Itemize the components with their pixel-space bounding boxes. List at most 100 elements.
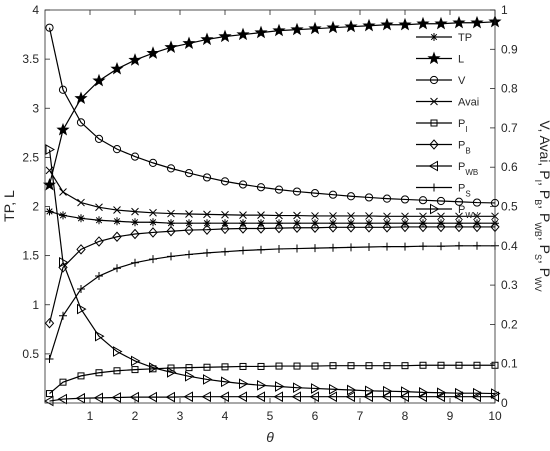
data-point-p-s: [45, 354, 54, 363]
legend-label-name: V: [458, 75, 466, 87]
y-right-tick-label: 1: [501, 3, 508, 17]
x-tick-label: 7: [357, 409, 364, 423]
y-axis-right-title: V, Avai, PI, PB, PWB, PS, PWV: [533, 120, 550, 291]
data-point-p-i: [46, 390, 53, 398]
legend-label-name: P: [458, 161, 465, 173]
data-point-p-s: [455, 241, 463, 250]
legend-label-subscript: WV: [465, 211, 479, 220]
data-point-p-i: [275, 362, 283, 370]
data-point-avai: [455, 212, 463, 221]
data-point-l: [398, 17, 412, 31]
data-point-avai: [437, 212, 445, 221]
data-point-p-s: [167, 252, 175, 261]
data-point-p-wv: [239, 378, 249, 390]
legend-label-subscript: B: [465, 146, 470, 155]
data-point-l: [92, 73, 106, 87]
data-point-tp: [131, 218, 139, 227]
legend-item-p-wv: PWV: [416, 203, 479, 220]
data-point-p-s: [113, 264, 121, 273]
data-point-avai: [419, 212, 427, 221]
data-point-p-i: [113, 367, 121, 375]
x-tick-label: 9: [447, 409, 454, 423]
y-left-tick-label: 2.5: [22, 150, 39, 164]
data-point-p-wv: [401, 386, 411, 397]
data-point-v: [454, 197, 464, 206]
data-point-p-s: [149, 255, 157, 264]
data-point-tp: [77, 214, 85, 223]
data-point-v: [220, 177, 230, 186]
data-point-p-wb: [255, 391, 265, 403]
data-point-p-wb: [471, 391, 481, 403]
y-right-tick-label: 0.7: [501, 121, 518, 135]
data-point-avai: [401, 212, 409, 221]
data-point-p-s: [419, 242, 427, 251]
data-point-v: [436, 196, 446, 206]
series-line-avai: [48, 170, 495, 217]
data-point-tp: [203, 219, 211, 228]
data-point-p-wb: [363, 391, 373, 403]
data-point-p-i: [131, 366, 139, 374]
data-point-avai: [167, 209, 175, 218]
data-point-p-s: [221, 247, 229, 256]
data-point-l: [470, 15, 484, 29]
data-point-avai: [203, 210, 211, 219]
data-point-tp: [113, 217, 121, 226]
data-point-p-wb: [201, 391, 211, 403]
data-point-l: [326, 20, 340, 34]
data-point-p-wb: [273, 391, 283, 403]
data-point-l: [308, 21, 322, 35]
data-point-tp: [455, 219, 463, 228]
data-point-v: [310, 189, 320, 198]
series-v: [45, 23, 500, 208]
axes-layer: 1 2 3 4 5 6 7 8 9 10 0.5 1 1.5 2 2.5 3 3.5 4 0 0.1 0.2 0.3 0.4…: [22, 3, 518, 423]
legend-label-name: P: [458, 140, 465, 152]
data-point-p-wv: [77, 303, 87, 315]
data-point-l: [452, 15, 466, 29]
data-point-p-i: [293, 362, 301, 370]
data-point-p-b: [382, 222, 392, 233]
y-right-tick-label: 0.9: [501, 42, 518, 56]
legend-item-p-i: PI: [416, 118, 468, 134]
legend-label-subscript: I: [465, 125, 467, 134]
data-point-p-wv: [59, 256, 69, 268]
data-point-p-b: [76, 244, 86, 255]
data-point-p-wb: [309, 391, 319, 403]
plot-area: [45, 10, 495, 403]
data-point-l: [236, 27, 250, 41]
data-point-p-b: [274, 222, 284, 234]
data-point-p-wb: [165, 391, 175, 403]
data-point-v: [238, 180, 248, 189]
data-point-avai: [311, 212, 319, 220]
legend-item-l: L: [416, 51, 464, 66]
data-point-p-b: [400, 221, 410, 233]
data-point-p-wv: [45, 144, 56, 155]
data-point-p-b: [112, 231, 122, 243]
legend-item-v: V: [416, 75, 466, 87]
data-point-avai: [59, 188, 67, 196]
legend-marker: [428, 160, 438, 172]
data-point-tp: [239, 219, 247, 228]
data-point-v: [130, 152, 140, 161]
series-layer: [42, 14, 502, 407]
data-point-tp: [149, 218, 157, 227]
data-point-p-wv: [131, 355, 141, 367]
y-right-title-subscript: WB: [533, 222, 543, 237]
data-point-p-b: [184, 224, 194, 236]
legend-marker: [430, 33, 438, 41]
data-point-avai: [275, 211, 283, 220]
data-point-p-s: [437, 242, 445, 251]
data-point-l: [362, 18, 376, 32]
data-point-v: [328, 190, 338, 199]
data-point-avai: [347, 212, 355, 220]
data-point-tp: [437, 219, 445, 228]
data-point-tp: [221, 219, 229, 228]
data-point-tp: [185, 219, 193, 228]
data-point-p-i: [473, 361, 481, 369]
x-axis-title: θ: [266, 429, 274, 445]
legend-label-name: TP: [458, 32, 472, 44]
data-point-p-s: [203, 248, 211, 257]
data-point-v: [166, 164, 176, 173]
data-point-p-s: [311, 244, 319, 253]
data-point-p-i: [401, 362, 409, 370]
y-right-tick-label: 0.4: [501, 239, 518, 253]
